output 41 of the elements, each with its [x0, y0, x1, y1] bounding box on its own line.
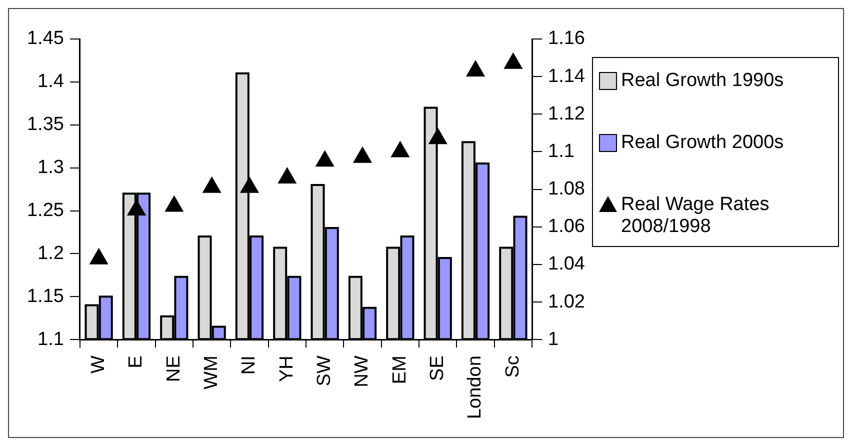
- y-tick-label: 1.1: [38, 328, 64, 350]
- x-tick-label: Sc: [502, 356, 524, 378]
- y2-tick-label: 1.14: [548, 66, 586, 87]
- y2-tick-label: 1.06: [548, 216, 586, 238]
- point: [390, 140, 410, 158]
- y2-tick-label: 1.04: [548, 254, 586, 275]
- legend-label: Real Growth 2000s: [621, 132, 784, 154]
- point: [278, 167, 297, 184]
- y2-tick-label: 1.02: [548, 291, 586, 312]
- x-tick-label: E: [126, 356, 147, 368]
- x-tick-label: WM: [201, 356, 222, 390]
- x-tick-label: NE: [163, 356, 184, 382]
- x-tick-label: EM: [389, 356, 410, 384]
- x-tick-label: NW: [352, 356, 373, 388]
- y2-tick-label: 1: [548, 328, 559, 350]
- x-tick-label: SE: [427, 356, 448, 381]
- x-tick-label: SW: [314, 356, 336, 386]
- y-tick-label: 1.45: [26, 28, 64, 50]
- point: [89, 248, 108, 264]
- x-tick-label: London: [464, 356, 486, 420]
- x-tick-label: NI: [238, 356, 260, 375]
- point: [352, 146, 372, 163]
- point: [202, 176, 222, 193]
- legend-label: Real Growth 1990s: [621, 70, 784, 92]
- point: [315, 150, 334, 167]
- x-tick-label: W: [88, 356, 110, 374]
- y-tick-label: 1.35: [26, 114, 64, 136]
- point: [504, 52, 523, 69]
- y2-tick-label: 1.16: [548, 28, 586, 50]
- y-tick-label: 1.25: [26, 200, 64, 222]
- y-tick-label: 1.15: [26, 286, 64, 307]
- y2-tick-label: 1.12: [548, 103, 586, 124]
- point: [164, 195, 184, 212]
- point: [466, 60, 486, 76]
- y-tick-label: 1.4: [38, 71, 64, 92]
- y2-tick-label: 1.08: [548, 178, 586, 200]
- y-tick-label: 1.3: [38, 157, 64, 178]
- y2-tick-label: 1.1: [548, 140, 574, 162]
- x-tick-label: YH: [276, 356, 298, 382]
- y-tick-label: 1.2: [38, 242, 64, 264]
- legend-label: Real Wage Rates 2008/1998: [621, 194, 770, 238]
